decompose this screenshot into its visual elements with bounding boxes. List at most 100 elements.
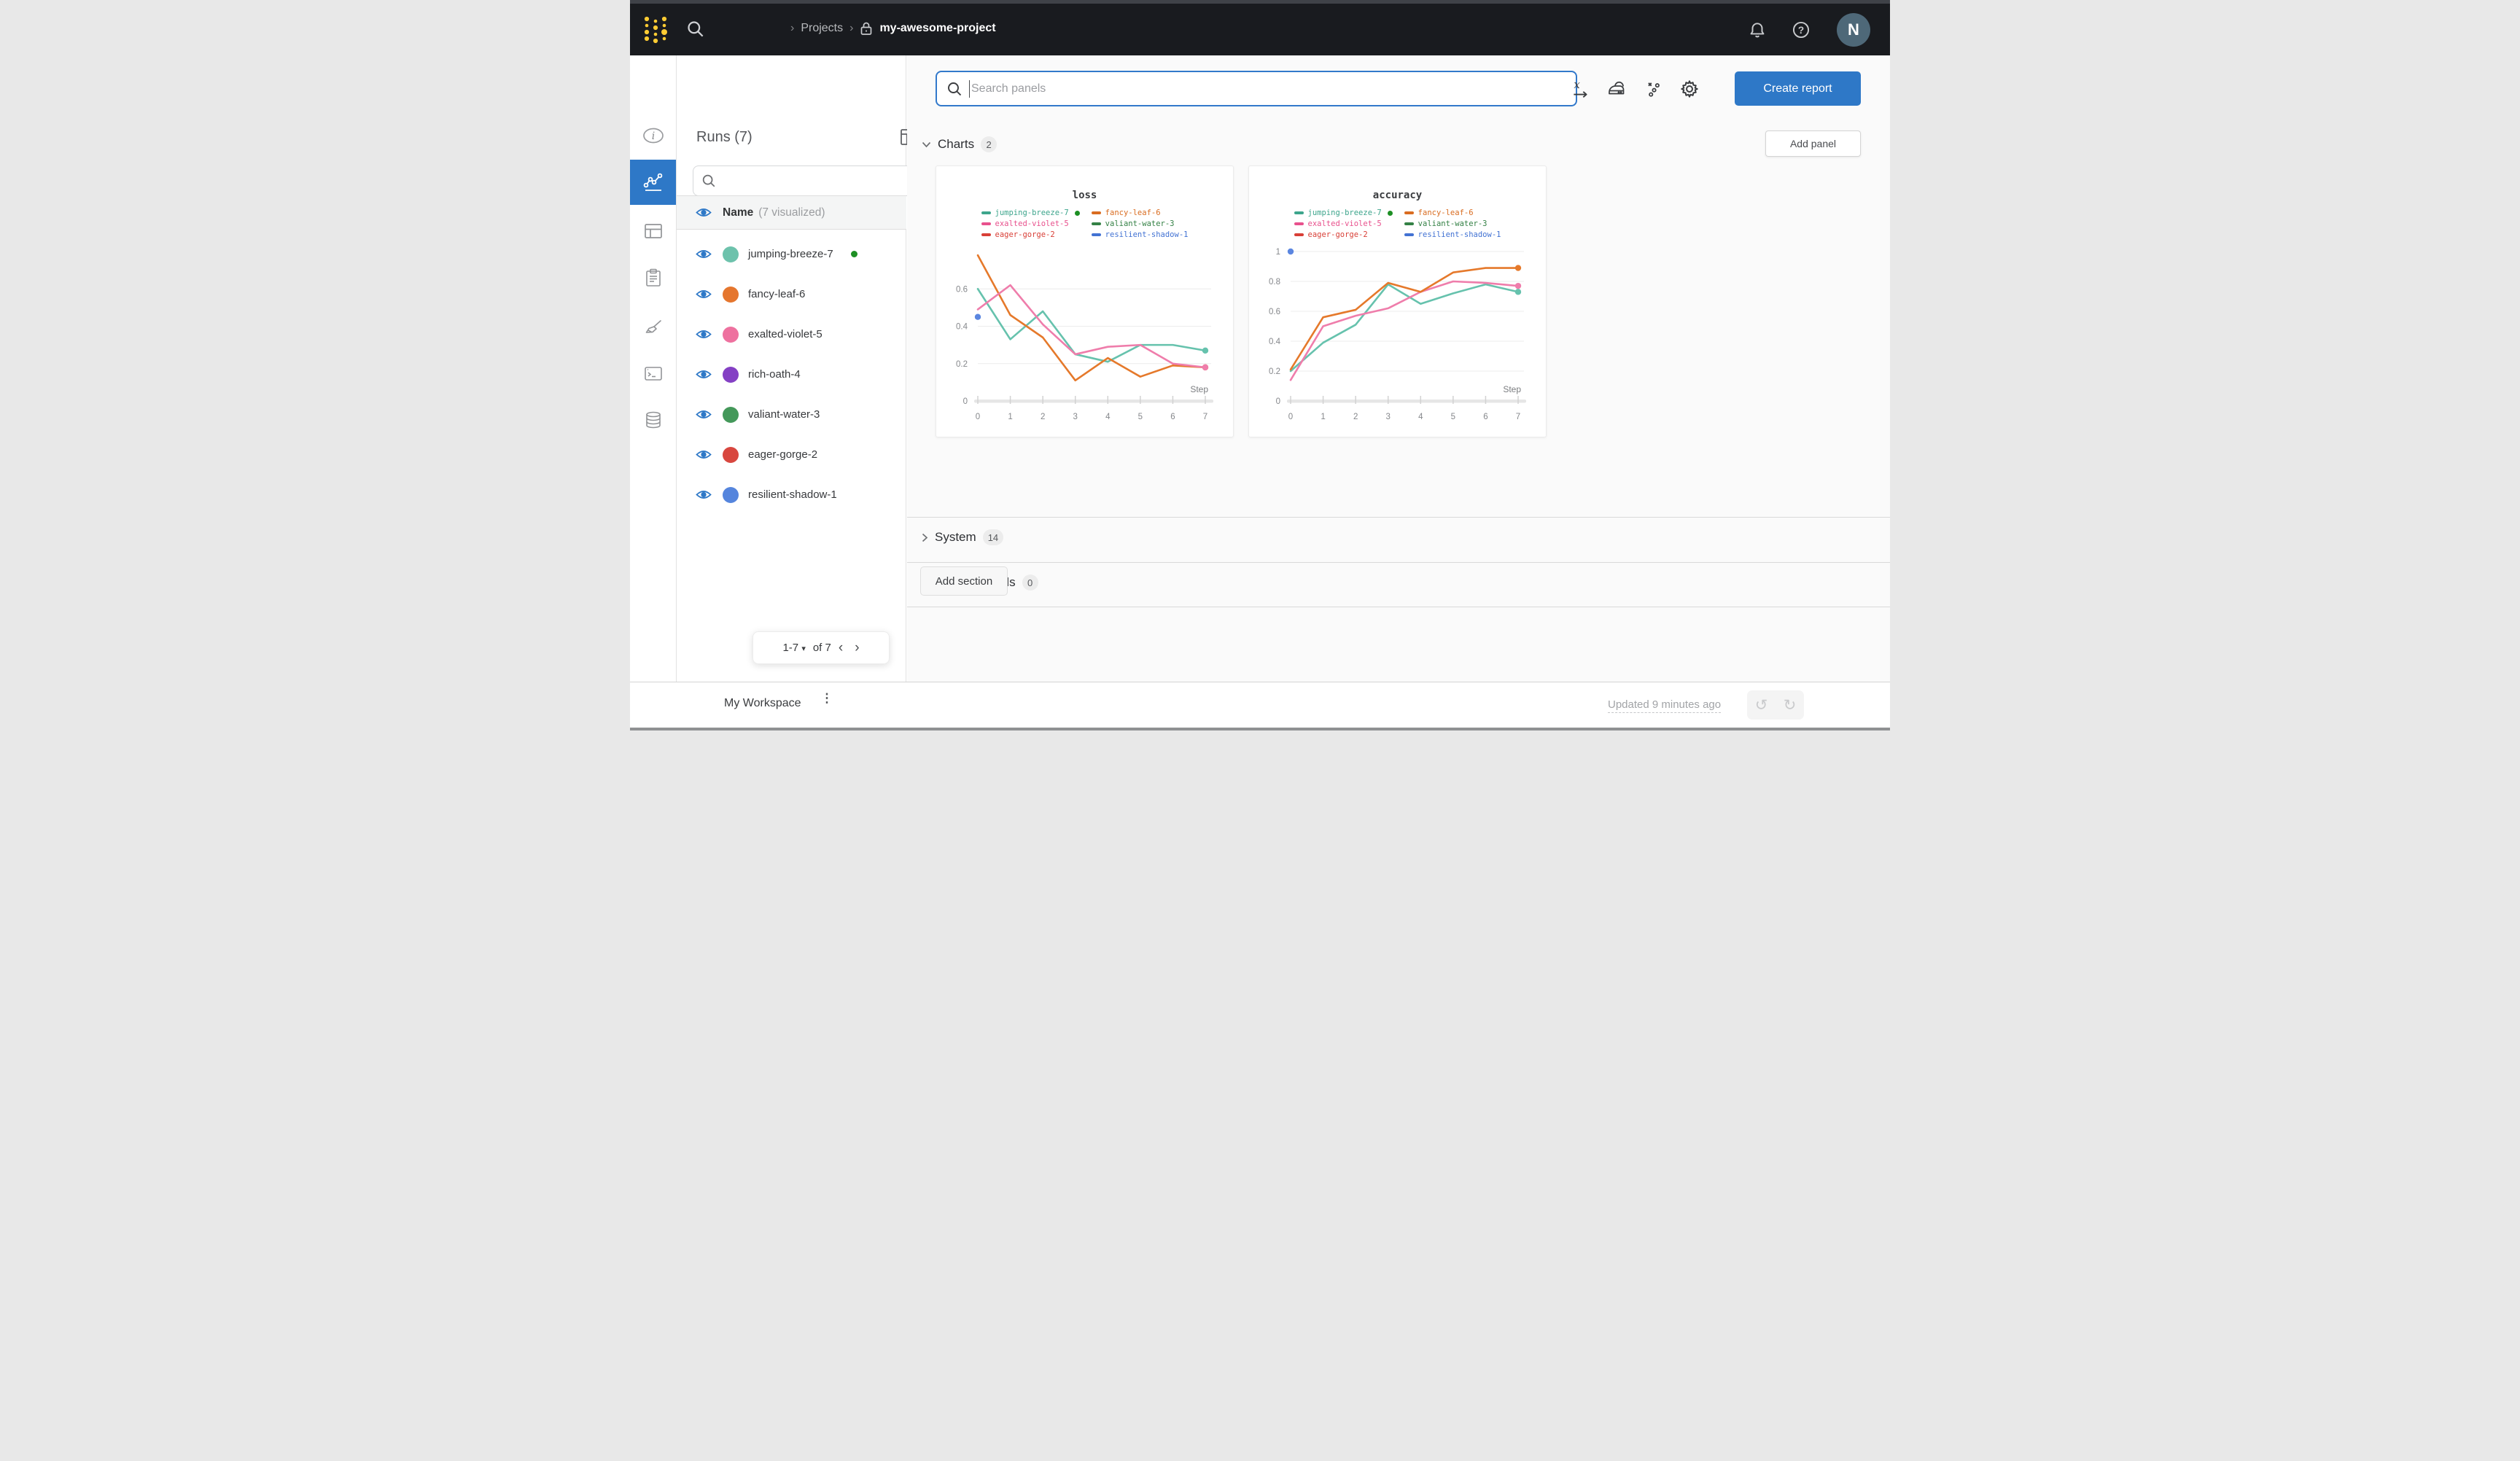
run-row[interactable]: rich-oath-4: [677, 354, 906, 394]
undo-icon[interactable]: ↺: [1754, 696, 1768, 714]
updated-timestamp[interactable]: Updated 9 minutes ago: [1608, 698, 1722, 713]
run-row[interactable]: resilient-shadow-1: [677, 475, 906, 515]
window-bottom-strip: [630, 728, 1890, 730]
legend-swatch: [1404, 222, 1414, 225]
run-name[interactable]: eager-gorge-2: [748, 448, 818, 461]
chart-legend: jumping-breeze-7 fancy-leaf-6 exalted-vi…: [936, 209, 1233, 239]
text-caret: [969, 79, 970, 98]
add-section-button[interactable]: Add section: [920, 566, 1008, 596]
avatar[interactable]: N: [1837, 13, 1870, 47]
legend-item[interactable]: jumping-breeze-7: [981, 209, 1080, 217]
run-row[interactable]: exalted-violet-5: [677, 314, 906, 354]
run-color-dot: [723, 326, 739, 343]
panels-main-area: Search panels x Create report Charts 2 A…: [907, 55, 1890, 682]
chart-legend: jumping-breeze-7 fancy-leaf-6 exalted-vi…: [1249, 209, 1546, 239]
svg-text:5: 5: [1138, 413, 1143, 421]
charts-section-label: Charts: [938, 137, 975, 151]
legend-item[interactable]: eager-gorge-2: [981, 230, 1080, 239]
smoothing-iron-icon[interactable]: [1604, 77, 1629, 101]
legend-item[interactable]: valiant-water-3: [1091, 219, 1189, 228]
search-panels-input[interactable]: Search panels: [936, 71, 1577, 106]
runs-search-input[interactable]: .*: [693, 165, 936, 196]
eye-icon[interactable]: [695, 368, 712, 381]
charts-section-header[interactable]: Charts 2: [922, 136, 998, 152]
rail-item-workspace[interactable]: [630, 160, 676, 205]
x-axis-settings-icon[interactable]: x: [1568, 77, 1592, 101]
prev-page-button[interactable]: ‹: [838, 640, 844, 655]
breadcrumb-projects-link[interactable]: Projects: [801, 22, 844, 34]
eye-icon[interactable]: [695, 488, 712, 501]
run-row[interactable]: fancy-leaf-6: [677, 274, 906, 314]
eye-icon[interactable]: [695, 328, 712, 340]
rail-item-sweeps[interactable]: [630, 307, 676, 348]
top-navbar: › Projects › my-awesome-project ? N: [630, 4, 1890, 55]
svg-text:0: 0: [1288, 413, 1293, 421]
outliers-icon[interactable]: [1641, 77, 1666, 101]
system-section-header[interactable]: System 14: [922, 529, 1004, 545]
page-range-dropdown[interactable]: 1-7 ▾: [782, 642, 806, 654]
accuracy-chart-plot[interactable]: 0 1 2 3 4 5 6 7 0 0.2 0.4 0.6 0.8 1 Step: [1249, 248, 1547, 436]
rail-item-artifacts[interactable]: [630, 400, 676, 440]
create-report-button[interactable]: Create report: [1735, 71, 1861, 106]
rail-item-reports[interactable]: [630, 257, 676, 298]
wandb-workspace-app: › Projects › my-awesome-project ? N i: [630, 0, 1890, 730]
run-row[interactable]: jumping-breeze-7: [677, 234, 906, 274]
help-icon[interactable]: ?: [1792, 20, 1811, 39]
running-indicator-dot: [1387, 210, 1393, 216]
run-name[interactable]: resilient-shadow-1: [748, 488, 837, 501]
run-color-dot: [723, 246, 739, 262]
notifications-bell-icon[interactable]: [1748, 20, 1767, 39]
svg-text:Step: Step: [1503, 384, 1521, 394]
run-name[interactable]: jumping-breeze-7: [748, 248, 833, 260]
legend-item[interactable]: exalted-violet-5: [1294, 219, 1393, 228]
legend-item[interactable]: fancy-leaf-6: [1091, 209, 1189, 217]
panel-accuracy-chart[interactable]: accuracy jumping-breeze-7 fancy-leaf-6 e…: [1248, 165, 1547, 437]
eye-icon[interactable]: [695, 448, 712, 461]
breadcrumb-project-name[interactable]: my-awesome-project: [879, 22, 996, 34]
run-row[interactable]: valiant-water-3: [677, 394, 906, 435]
panel-loss-chart[interactable]: loss jumping-breeze-7 fancy-leaf-6 exalt…: [936, 165, 1234, 437]
legend-item[interactable]: fancy-leaf-6: [1404, 209, 1501, 217]
svg-text:5: 5: [1451, 413, 1455, 421]
legend-item[interactable]: resilient-shadow-1: [1404, 230, 1501, 239]
legend-swatch: [1404, 211, 1414, 214]
run-name[interactable]: valiant-water-3: [748, 408, 820, 421]
run-name[interactable]: exalted-violet-5: [748, 328, 822, 340]
wandb-logo[interactable]: [640, 13, 671, 47]
clipboard-icon: [644, 268, 663, 288]
legend-item[interactable]: exalted-violet-5: [981, 219, 1080, 228]
avatar-initial: N: [1848, 20, 1859, 39]
rail-item-overview[interactable]: i: [630, 115, 676, 156]
eye-icon[interactable]: [695, 288, 712, 300]
svg-text:6: 6: [1483, 413, 1488, 421]
chevron-down-icon: [922, 141, 931, 147]
legend-item[interactable]: resilient-shadow-1: [1091, 230, 1188, 239]
run-name[interactable]: rich-oath-4: [748, 368, 801, 381]
svg-text:1: 1: [1321, 413, 1325, 421]
run-row[interactable]: eager-gorge-2: [677, 435, 906, 475]
runs-header-visualized: (7 visualized): [758, 206, 825, 219]
add-panel-button[interactable]: Add panel: [1765, 130, 1861, 157]
svg-text:0.2: 0.2: [956, 360, 968, 369]
eye-icon[interactable]: [695, 206, 712, 219]
rail-item-logs[interactable]: [630, 353, 676, 394]
line-chart-icon: [642, 171, 664, 193]
navbar-search-icon[interactable]: [685, 19, 705, 39]
settings-gear-icon[interactable]: [1677, 77, 1702, 101]
terminal-icon: [643, 365, 664, 382]
svg-text:2: 2: [1041, 413, 1045, 421]
table-icon: [643, 222, 664, 240]
kebab-menu-icon[interactable]: ⋮: [820, 691, 833, 705]
eye-icon[interactable]: [695, 408, 712, 421]
legend-item[interactable]: eager-gorge-2: [1294, 230, 1393, 239]
run-name[interactable]: fancy-leaf-6: [748, 288, 806, 300]
legend-item[interactable]: valiant-water-3: [1404, 219, 1501, 228]
legend-item[interactable]: jumping-breeze-7: [1294, 209, 1393, 217]
rail-item-runs-table[interactable]: [630, 211, 676, 252]
eye-icon[interactable]: [695, 248, 712, 260]
loss-chart-plot[interactable]: 0 1 2 3 4 5 6 7 0 0.2 0.4 0.6 Step: [936, 248, 1234, 436]
next-page-button[interactable]: ›: [855, 640, 860, 655]
redo-icon[interactable]: ↻: [1783, 696, 1797, 714]
svg-text:Step: Step: [1190, 384, 1208, 394]
runs-list-header[interactable]: Name (7 visualized): [677, 195, 906, 230]
